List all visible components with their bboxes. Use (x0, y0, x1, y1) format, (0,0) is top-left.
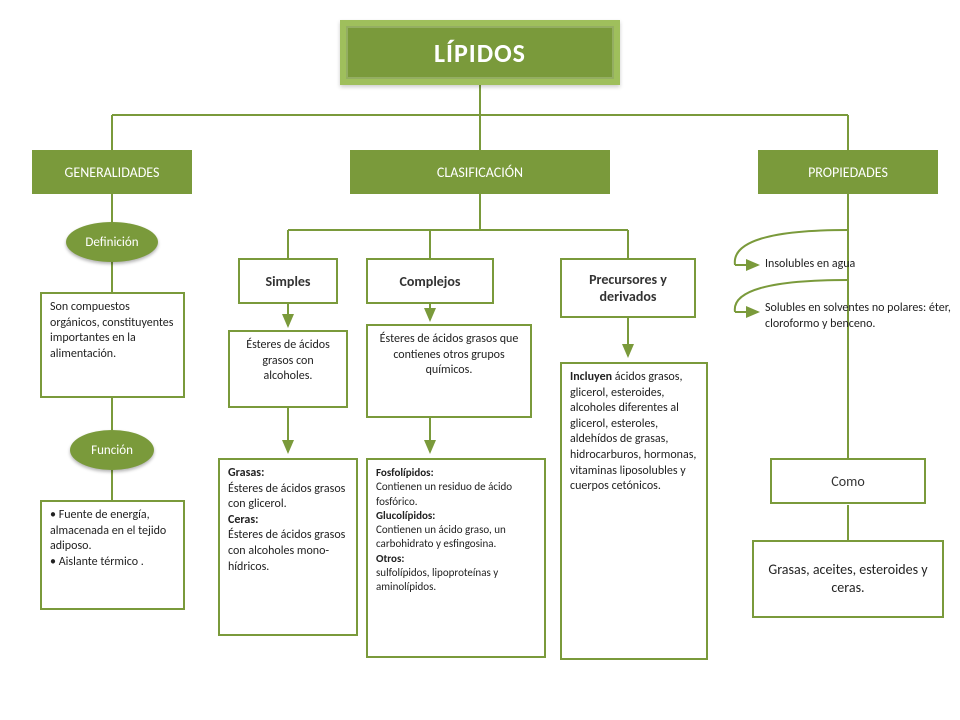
sub-complejos: Complejos (366, 258, 494, 304)
precursores-detail: Incluyen ácidos grasos, glicerol, estero… (570, 370, 696, 493)
oval-funcion-label: Función (91, 443, 133, 458)
box-simples-desc: Ésteres de ácidos grasos con alcoholes. (228, 330, 348, 408)
complejos-desc: Ésteres de ácidos grasos que contienes o… (380, 332, 519, 377)
complejos-detail: Fosfolípidos: Contienen un residuo de ác… (376, 466, 512, 593)
oval-funcion: Función (70, 430, 154, 470)
header-clasificacion: CLASIFICACIÓN (350, 150, 610, 194)
box-complejos-desc: Ésteres de ácidos grasos que contienes o… (366, 324, 532, 418)
box-como: Como (770, 458, 926, 504)
funcion-text: • Fuente de energía, almacenada en el te… (50, 508, 169, 569)
box-funcion-text: • Fuente de energía, almacenada en el te… (40, 500, 185, 610)
header-propiedades: PROPIEDADES (758, 150, 938, 194)
prop-item2: Solubles en solventes no polares: éter, … (765, 300, 960, 332)
title-box: LÍPIDOS (340, 20, 620, 85)
sub-simples-label: Simples (265, 273, 310, 290)
box-como-text: Grasas, aceites, esteroides y ceras. (752, 540, 944, 618)
prop-item1-text: Insolubles en agua (765, 257, 855, 271)
prop-item2-text: Solubles en solventes no polares: éter, … (765, 301, 951, 331)
como-text: Grasas, aceites, esteroides y ceras. (762, 561, 934, 597)
prop-item1: Insolubles en agua (765, 256, 955, 272)
box-complejos-detail: Fosfolípidos: Contienen un residuo de ác… (366, 458, 546, 658)
simples-desc: Ésteres de ácidos grasos con alcoholes. (246, 338, 330, 383)
oval-definicion: Definición (66, 222, 158, 262)
definicion-text: Son compuestos orgánicos, constituyentes… (50, 300, 176, 361)
como-label: Como (831, 473, 864, 490)
box-definicion-text: Son compuestos orgánicos, constituyentes… (40, 292, 185, 398)
sub-precursores: Precursores y derivados (560, 258, 696, 318)
sub-simples: Simples (238, 258, 338, 304)
box-simples-detail: Grasas: Ésteres de ácidos grasos con gli… (218, 458, 358, 636)
header-generalidades: GENERALIDADES (32, 150, 192, 194)
title-text: LÍPIDOS (434, 37, 526, 69)
sub-precursores-label: Precursores y derivados (566, 271, 690, 305)
oval-definicion-label: Definición (85, 235, 138, 250)
box-precursores-detail: Incluyen ácidos grasos, glicerol, estero… (560, 362, 708, 660)
header-generalidades-label: GENERALIDADES (65, 164, 160, 181)
header-clasificacion-label: CLASIFICACIÓN (437, 164, 523, 181)
simples-detail: Grasas: Ésteres de ácidos grasos con gli… (228, 466, 345, 574)
header-propiedades-label: PROPIEDADES (808, 164, 888, 181)
sub-complejos-label: Complejos (399, 273, 460, 290)
